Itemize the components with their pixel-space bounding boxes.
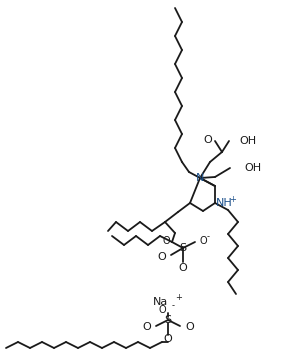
Text: O: O: [199, 236, 207, 246]
Text: NH: NH: [216, 198, 233, 208]
Text: OH: OH: [239, 136, 256, 146]
Text: OH: OH: [244, 163, 261, 173]
Text: -: -: [207, 232, 210, 241]
Text: O: O: [203, 135, 212, 145]
Text: O: O: [162, 236, 170, 246]
Text: +: +: [229, 195, 236, 204]
Text: O: O: [158, 305, 166, 315]
Text: O: O: [185, 322, 194, 332]
Text: O: O: [157, 252, 166, 262]
Text: +: +: [175, 294, 182, 302]
Text: O: O: [178, 263, 188, 273]
Text: Na: Na: [153, 297, 168, 307]
Text: -: -: [172, 302, 175, 310]
Text: S: S: [164, 315, 172, 325]
Text: O: O: [164, 334, 172, 344]
Text: S: S: [179, 243, 187, 253]
Text: N: N: [196, 173, 204, 183]
Text: O: O: [142, 322, 151, 332]
